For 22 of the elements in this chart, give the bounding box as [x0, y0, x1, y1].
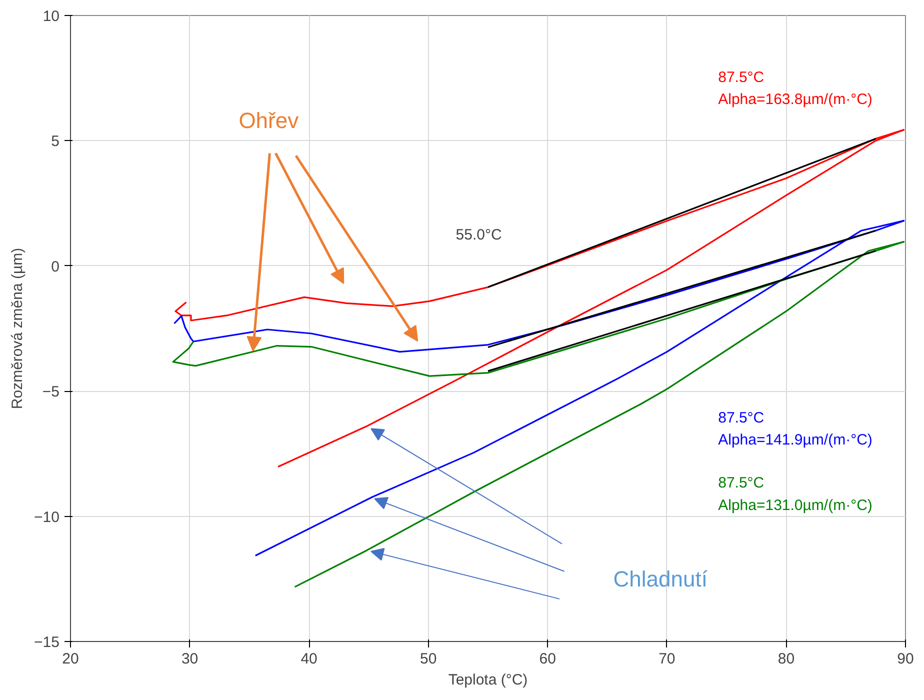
x-tick-label: 50: [420, 650, 437, 668]
y-axis-title: Rozměrová změna (µm): [9, 248, 26, 410]
x-tick-label: 60: [539, 650, 556, 668]
x-tick-label: 20: [62, 650, 79, 668]
x-axis-title: Teplota (°C): [448, 672, 528, 688]
y-tick-label: 5: [51, 133, 60, 150]
y-tick-label: 10: [42, 8, 60, 25]
y-tick-label: −10: [34, 508, 60, 526]
text: 87.5°C Alpha=141.9µm/(m·°C): [718, 410, 872, 449]
x-tick-label: 30: [181, 650, 198, 668]
y-tick-label: −5: [42, 384, 60, 401]
annotation: Chladnutí: [613, 566, 708, 592]
annotation: 55.0°C: [456, 226, 502, 244]
text: 87.5°C Alpha=131.0µm/(m·°C): [718, 474, 872, 514]
x-tick-label: 70: [658, 650, 676, 668]
x-tick-label: 40: [300, 650, 318, 668]
annotation: Ohřev: [238, 108, 299, 134]
text: 87.5°C Alpha=163.8µm/(m·°C): [718, 69, 872, 108]
x-tick-label: 80: [778, 650, 795, 668]
x-tick-label: 90: [897, 650, 914, 668]
y-tick-label: 0: [51, 258, 60, 276]
y-tick-label: −15: [34, 634, 60, 651]
